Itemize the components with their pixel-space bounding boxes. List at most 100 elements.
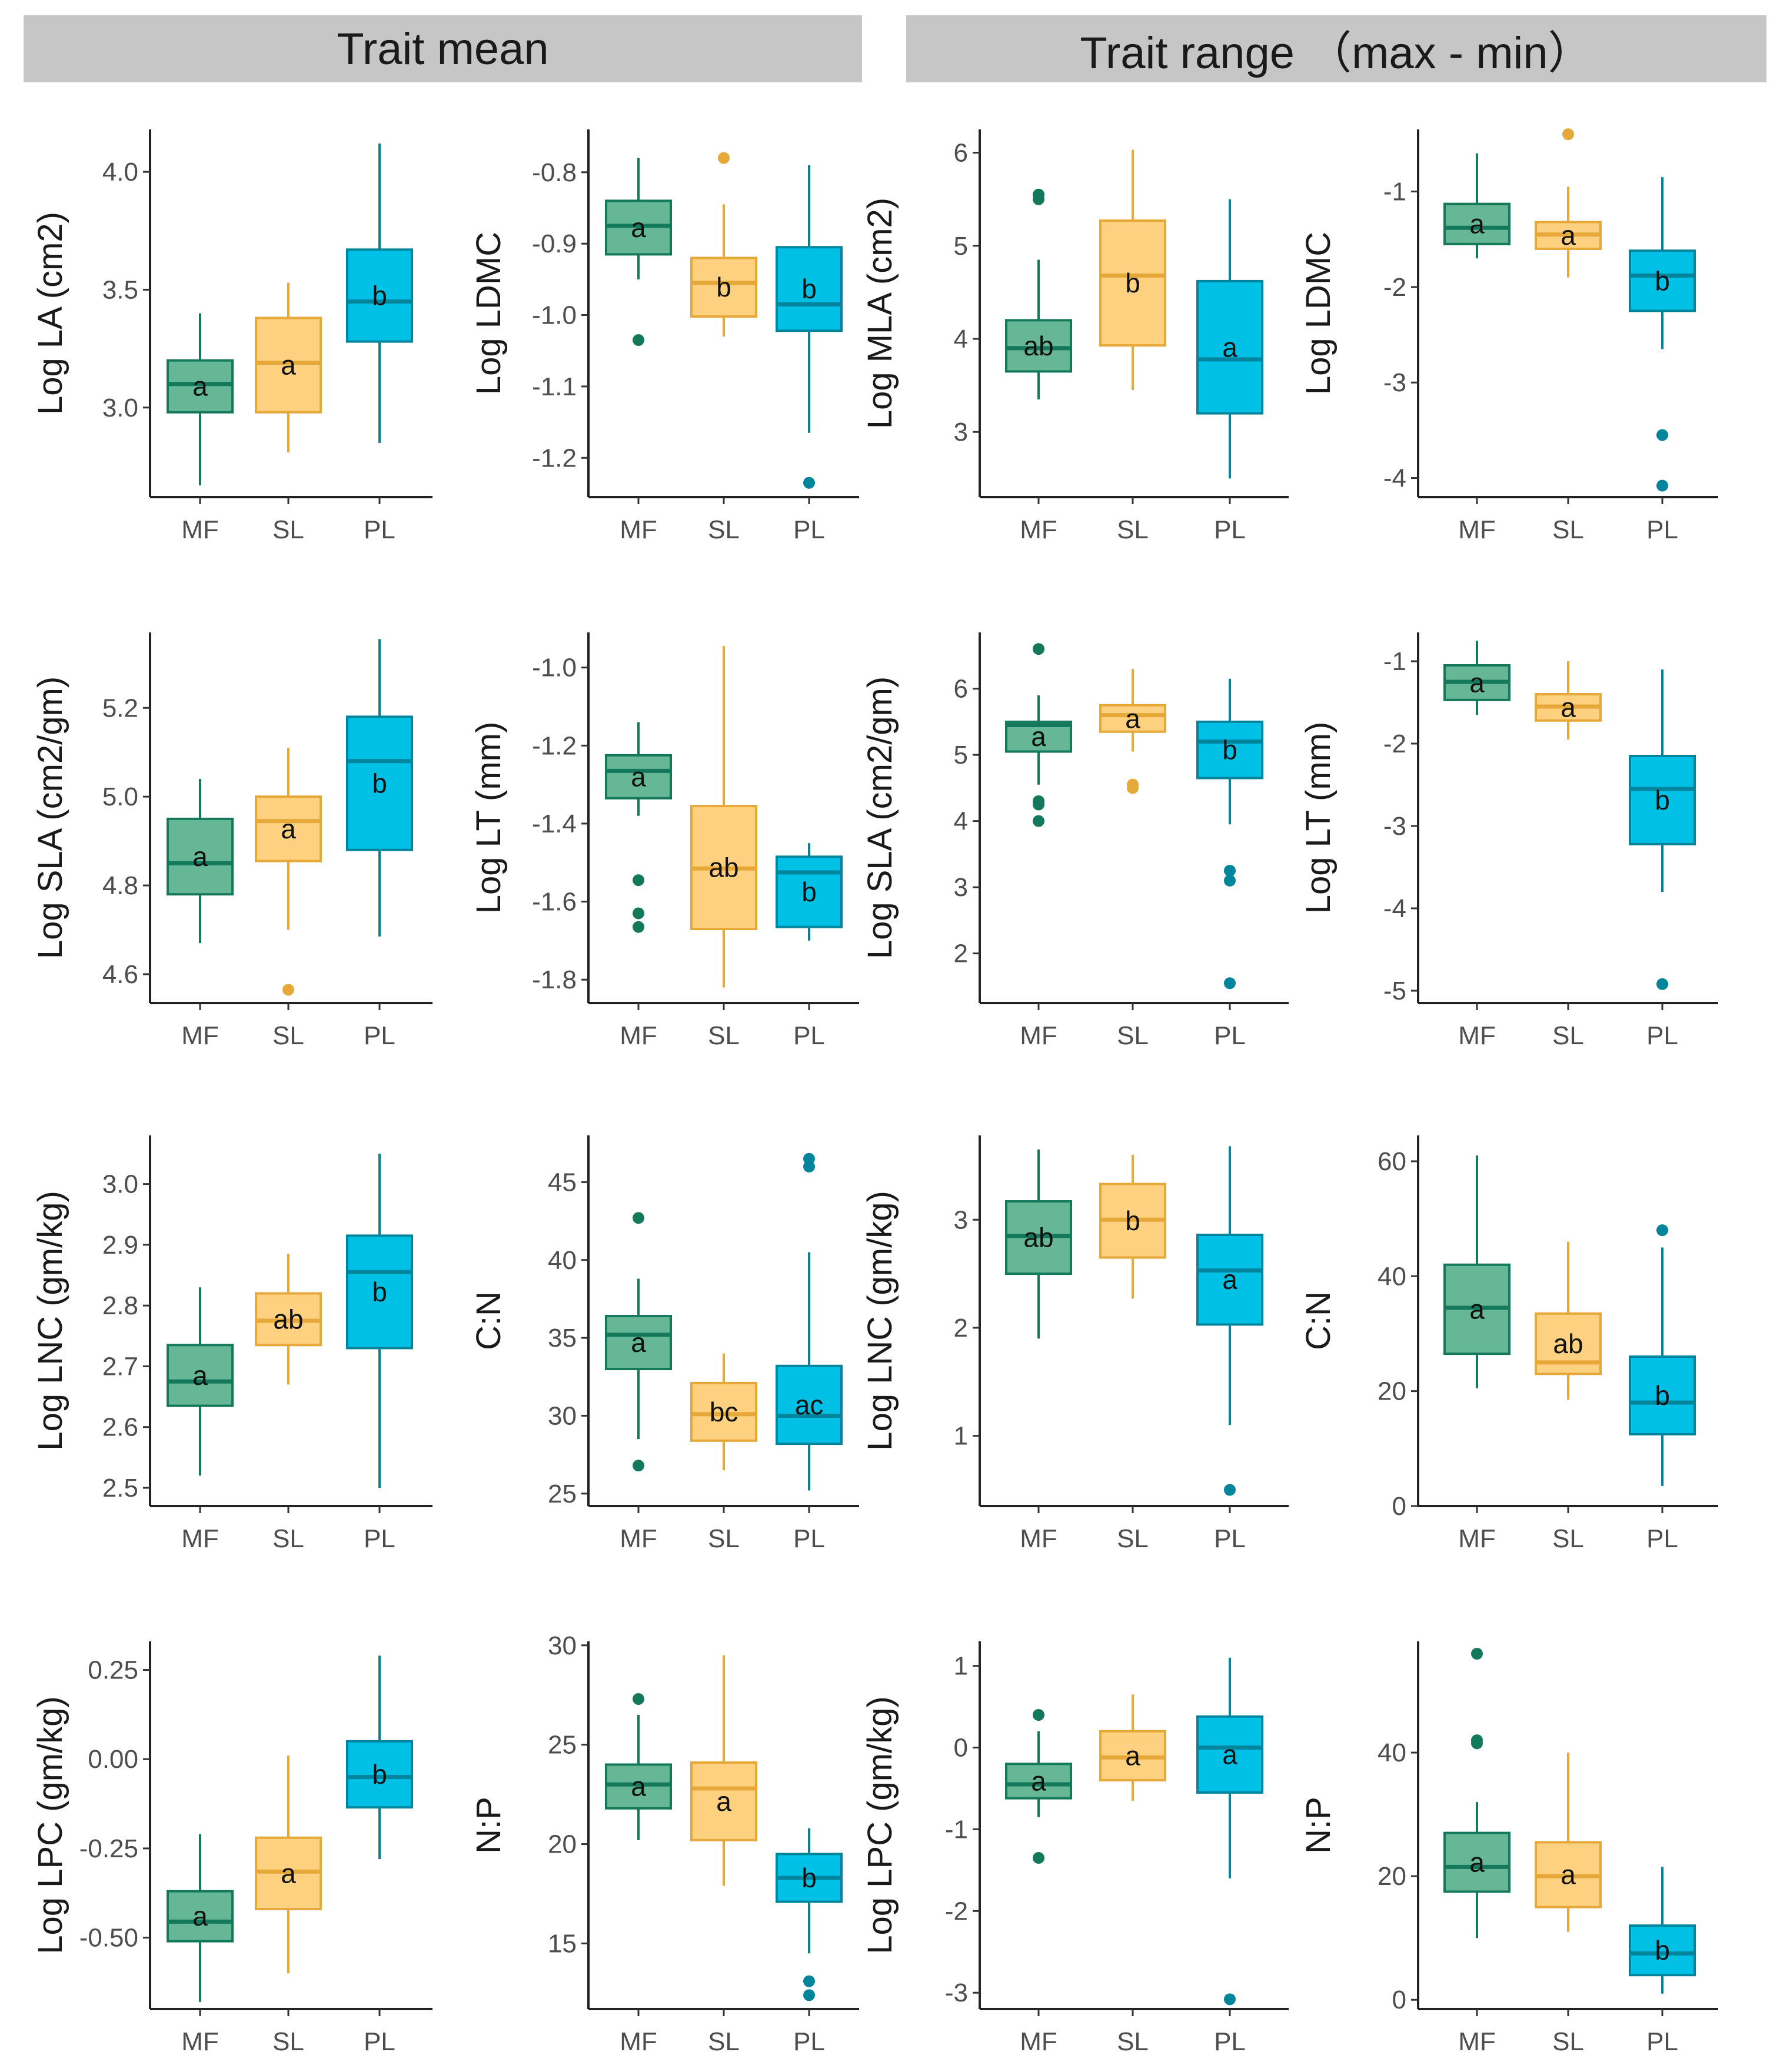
- y-axis-title: Log MLA (cm2): [861, 198, 899, 429]
- boxplot-panel-15: -3 -2 -1 0 1 Log LPC (gm/kg) a MF a SL a PL: [861, 1641, 1289, 2056]
- x-tick-label: PL: [1646, 2027, 1678, 2056]
- y-axis-title: Log LNC (gm/kg): [31, 1191, 69, 1451]
- y-tick-label: -1: [1383, 647, 1406, 676]
- box-MF: a: [605, 158, 672, 347]
- box-iqr: [167, 359, 234, 414]
- x-tick-label: PL: [364, 515, 395, 544]
- box-PL: ac: [776, 1152, 843, 1491]
- box-iqr: [1629, 1355, 1696, 1435]
- y-tick-label: 0.00: [88, 1745, 138, 1774]
- box-iqr: [605, 1315, 672, 1371]
- box-iqr: [1443, 1831, 1510, 1893]
- box-iqr: [1629, 1924, 1696, 1977]
- significance-letter: b: [716, 272, 731, 302]
- outlier-point: [1033, 798, 1044, 811]
- significance-letter: a: [1469, 1847, 1485, 1878]
- x-tick-label: SL: [1117, 1524, 1149, 1553]
- boxplot-panel-7: 2 3 4 5 6 Log SLA (cm2/gm) a MF a SL b PL: [861, 632, 1289, 1050]
- box-iqr: [776, 246, 843, 332]
- x-tick-label: SL: [708, 515, 740, 544]
- box-iqr: [167, 1890, 234, 1943]
- box-SL: ab: [1535, 1241, 1602, 1400]
- significance-letter: a: [192, 1901, 208, 1931]
- outlier-point: [1033, 1852, 1044, 1864]
- y-tick-label: 5.2: [102, 694, 138, 722]
- box-PL: b: [776, 1828, 843, 2001]
- y-tick-label: -2: [945, 1897, 968, 1926]
- significance-letter: a: [1561, 692, 1576, 722]
- x-tick-label: PL: [1214, 515, 1246, 544]
- significance-letter: a: [1469, 209, 1485, 239]
- significance-letter: ac: [795, 1390, 824, 1420]
- box-iqr: [346, 1740, 413, 1809]
- box-iqr: [690, 256, 757, 318]
- box-SL: ab: [690, 646, 757, 988]
- significance-letter: ab: [708, 852, 738, 883]
- box-iqr: [1196, 720, 1263, 780]
- outlier-point: [1471, 1737, 1483, 1750]
- y-tick-label: -1: [945, 1815, 968, 1844]
- y-axis-title: Log LA (cm2): [31, 212, 69, 415]
- significance-letter: a: [281, 1858, 296, 1888]
- x-tick-label: MF: [620, 2027, 657, 2056]
- box-iqr: [167, 1344, 234, 1407]
- box-iqr: [776, 855, 843, 928]
- box-PL: b: [776, 165, 843, 489]
- x-tick-label: SL: [272, 1021, 304, 1050]
- boxplot-panel-11: 1 2 3 Log LNC (gm/kg) ab MF b SL a PL: [861, 1135, 1289, 1553]
- x-tick-label: MF: [1020, 1021, 1057, 1050]
- y-tick-label: 3: [954, 418, 968, 447]
- box-iqr: [1196, 1715, 1263, 1794]
- box-SL: b: [1099, 149, 1166, 391]
- significance-letter: a: [1222, 332, 1237, 362]
- box-SL: a: [1535, 128, 1602, 278]
- x-tick-label: MF: [1020, 515, 1057, 544]
- outlier-point: [1224, 874, 1236, 887]
- significance-letter: a: [631, 761, 646, 792]
- y-tick-label: -5: [1383, 977, 1406, 1005]
- x-tick-label: MF: [1458, 1524, 1496, 1553]
- y-axis-title: Log LT (mm): [470, 722, 508, 914]
- y-tick-label: 4.8: [102, 871, 138, 900]
- x-tick-label: PL: [793, 515, 825, 544]
- x-tick-label: PL: [1214, 2027, 1246, 2056]
- outlier-point: [1656, 978, 1668, 990]
- significance-letter: a: [1222, 1739, 1237, 1770]
- boxplot-panel-8: -5 -4 -3 -2 -1 Log LT (mm) a MF a SL b PL: [1299, 632, 1718, 1050]
- box-PL: b: [1629, 669, 1696, 990]
- x-tick-label: SL: [272, 1524, 304, 1553]
- box-SL: ab: [255, 1254, 322, 1385]
- box-iqr: [255, 795, 322, 862]
- significance-letter: a: [631, 1327, 646, 1358]
- x-tick-label: PL: [1214, 1524, 1246, 1553]
- box-SL: a: [255, 748, 322, 996]
- x-tick-label: SL: [272, 515, 304, 544]
- box-iqr: [167, 817, 234, 896]
- box-PL: b: [1629, 1224, 1696, 1486]
- strip-trait-mean-label: Trait mean: [337, 24, 549, 74]
- outlier-point: [1224, 865, 1236, 877]
- y-tick-label: 2.5: [102, 1474, 138, 1503]
- box-iqr: [605, 754, 672, 800]
- box-MF: a: [167, 1834, 234, 2002]
- strip-trait-range: Trait range （max - min）: [906, 15, 1766, 82]
- outlier-point: [1471, 1648, 1483, 1660]
- strip-trait-mean: Trait mean: [24, 15, 862, 82]
- y-tick-label: 40: [1378, 1738, 1406, 1767]
- y-tick-label: 0: [954, 1734, 968, 1763]
- y-tick-label: -0.25: [79, 1834, 138, 1863]
- y-tick-label: 2: [954, 1314, 968, 1343]
- outlier-point: [803, 1989, 815, 2001]
- y-axis-title: Log LNC (gm/kg): [861, 1191, 899, 1451]
- box-iqr: [1443, 202, 1510, 245]
- box-SL: a: [255, 282, 322, 452]
- outlier-point: [1224, 1993, 1236, 2006]
- y-tick-label: -1.6: [532, 888, 577, 917]
- y-tick-label: -1.0: [532, 654, 577, 682]
- x-tick-label: MF: [181, 1524, 219, 1553]
- y-axis-title: N:P: [470, 1797, 508, 1854]
- boxplot-panel-9: 2.5 2.6 2.7 2.8 2.9 3.0 Log LNC (gm/kg) a MF ab SL…: [31, 1135, 432, 1553]
- significance-letter: b: [1222, 735, 1237, 765]
- y-axis-title: Log SLA (cm2/gm): [861, 677, 899, 959]
- significance-letter: b: [372, 1759, 387, 1790]
